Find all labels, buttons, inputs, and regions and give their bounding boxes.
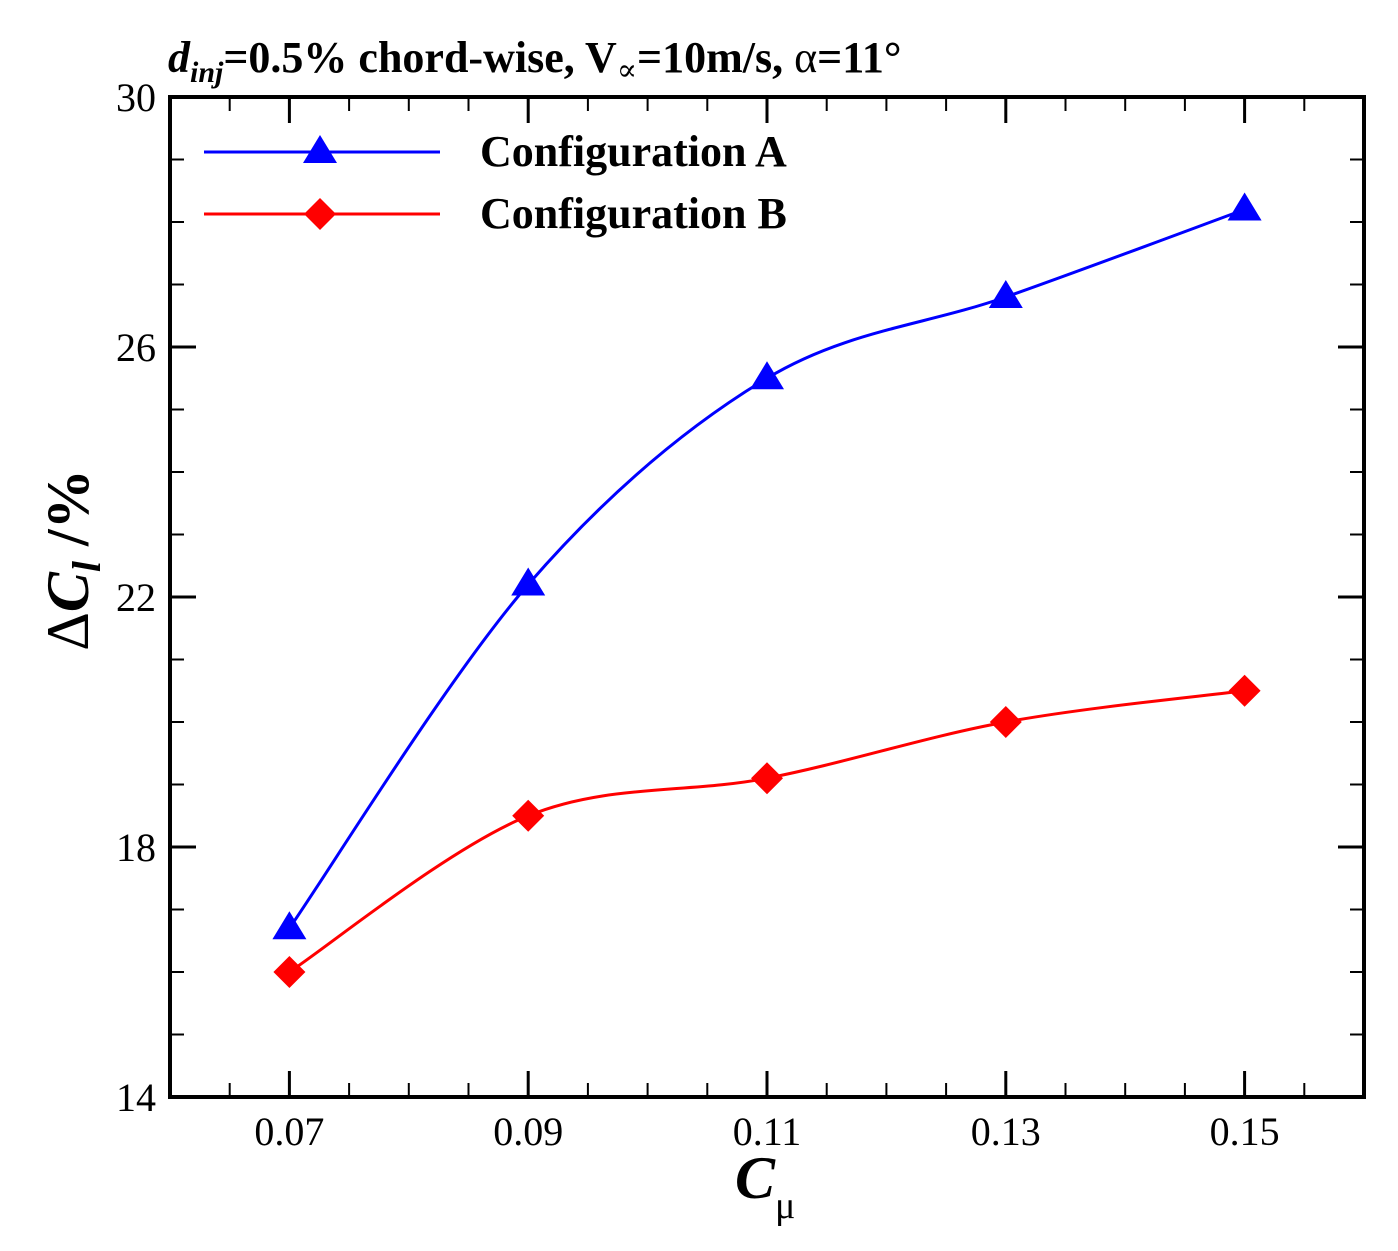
data-point-configuration-a	[750, 361, 784, 390]
y-tick-label: 30	[116, 75, 156, 120]
legend-label-configuration-b: Configuration B	[480, 189, 787, 238]
title-infinity-subscript: ∝	[617, 54, 637, 87]
y-axis-label-delta: Δ	[35, 612, 101, 651]
data-point-configuration-a	[511, 567, 546, 596]
legend-marker-configuration-a	[303, 135, 337, 163]
y-axis-label: ΔCl /%	[35, 469, 109, 650]
y-axis-label-c: C	[35, 571, 101, 612]
data-point-configuration-b	[989, 706, 1022, 738]
y-axis-label-unit: /%	[35, 469, 101, 561]
axis-ticks	[169, 95, 1365, 1099]
chart-title: dinj=0.5% chord-wise, V∝=10m/s, α=11°	[168, 33, 901, 89]
series-line-configuration-a	[288, 208, 1246, 930]
y-tick-label: 18	[116, 825, 156, 870]
x-axis-label: Cμ	[735, 1145, 795, 1227]
x-tick-label: 0.15	[1210, 1109, 1280, 1154]
plot-frame	[168, 95, 1366, 1099]
title-d: d	[168, 33, 191, 82]
y-tick-label: 22	[116, 575, 156, 620]
legend: Configuration A Configuration B	[204, 127, 787, 238]
title-inj-subscript: inj	[190, 56, 224, 89]
data-point-configuration-a	[1227, 192, 1262, 221]
y-axis-label-subscript: l	[64, 560, 109, 572]
legend-marker-configuration-b	[304, 198, 336, 230]
title-part1: =0.5% chord-wise, V	[223, 33, 617, 82]
x-axis-label-c: C	[735, 1145, 776, 1211]
y-tick-label: 14	[116, 1075, 156, 1120]
y-tick-label: 26	[116, 325, 156, 370]
x-tick-label: 0.07	[254, 1109, 324, 1154]
data-point-configuration-a	[272, 911, 307, 940]
x-tick-label: 0.11	[733, 1109, 802, 1154]
title-part3: =11°	[817, 33, 901, 82]
title-part2: =10m/s,	[637, 33, 794, 82]
series-line-configuration-b	[288, 689, 1245, 974]
data-point-configuration-a	[988, 280, 1023, 308]
data-point-configuration-b	[273, 956, 306, 988]
data-point-configuration-b	[1228, 674, 1261, 707]
series-markers	[272, 192, 1262, 988]
series-lines	[288, 208, 1246, 974]
title-alpha: α	[794, 33, 817, 82]
legend-label-configuration-a: Configuration A	[480, 127, 787, 176]
data-point-configuration-b	[512, 799, 545, 832]
data-point-configuration-b	[751, 762, 783, 795]
axis-tick-labels: 0.07 0.09 0.11 0.13 0.15 14 18 22 26 30	[116, 75, 1280, 1154]
x-tick-label: 0.09	[493, 1109, 563, 1154]
x-tick-label: 0.13	[971, 1109, 1041, 1154]
x-axis-label-subscript: μ	[775, 1185, 795, 1227]
